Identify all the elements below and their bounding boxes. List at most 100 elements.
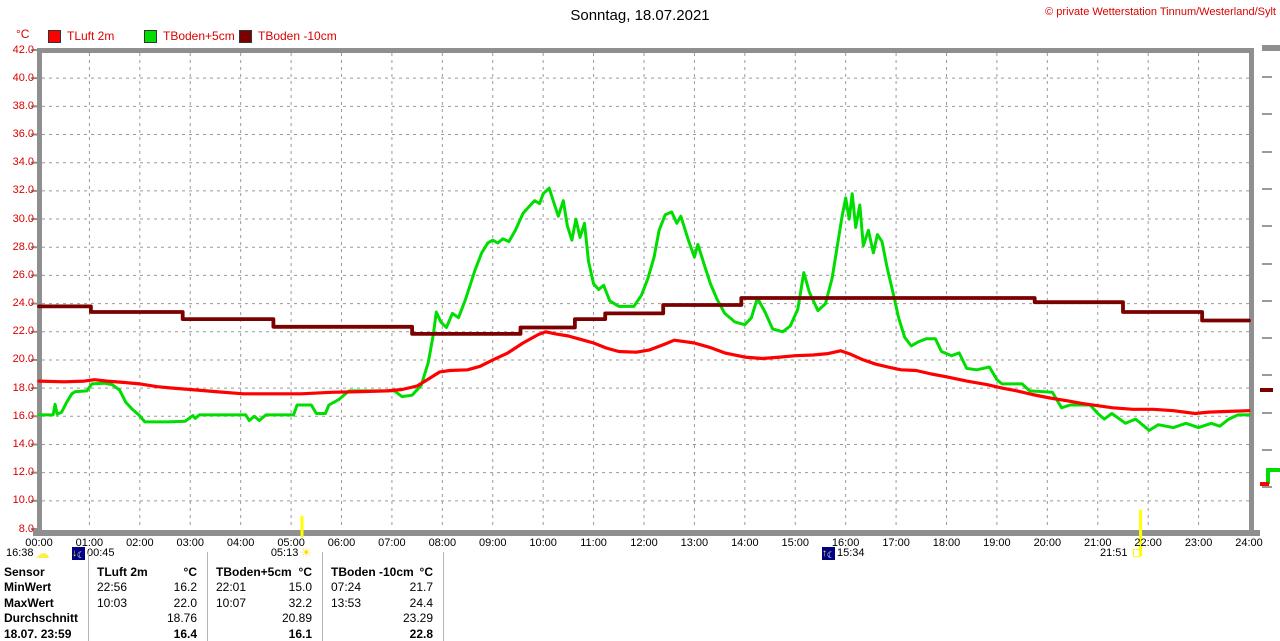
x-tick-label: 14:00 xyxy=(731,537,759,549)
next-chart-tluft-mark xyxy=(1260,482,1269,486)
x-tick-label: 19:00 xyxy=(983,537,1011,549)
x-tick-label: 16:00 xyxy=(831,537,860,549)
y-tick-label: 24.0 xyxy=(12,297,34,310)
cloud-icon: ☁ xyxy=(35,545,50,561)
table-separator-2 xyxy=(207,552,208,641)
y-tick-label: 16.0 xyxy=(12,409,34,422)
next-chart-top-border xyxy=(1262,45,1280,51)
x-tick-label: 21:00 xyxy=(1083,537,1112,549)
x-tick-label: 17:00 xyxy=(882,537,910,549)
legend-item-tboden5: TBoden+5cm xyxy=(144,29,235,43)
x-tick-label: 23:00 xyxy=(1184,537,1213,549)
summary-table: Sensor TLuft 2m °C TBoden+5cm °C TBoden … xyxy=(0,564,444,641)
annotation-cloud: 16:38 ☁ xyxy=(6,546,50,560)
y-tick-label: 32.0 xyxy=(12,184,34,197)
next-chart-tick xyxy=(1262,188,1272,190)
sunset-time-label: 21:51 xyxy=(1100,547,1128,559)
legend-item-tboden10: TBoden -10cm xyxy=(239,29,337,43)
x-tick-label: 08:00 xyxy=(428,537,457,549)
y-axis-unit: °C xyxy=(16,27,30,41)
annotation-sunrise: 05:13 ☀ xyxy=(254,546,312,560)
page-title: Sonntag, 18.07.2021 xyxy=(570,7,710,24)
legend-label-tboden10: TBoden -10cm xyxy=(258,29,337,43)
y-tick-label: 38.0 xyxy=(12,99,34,112)
x-tick-label: 24:00 xyxy=(1235,537,1263,549)
table-row-durchschnitt: Durchschnitt 18.76 20.89 23.29 xyxy=(4,611,433,626)
next-chart-tboden5-mark xyxy=(1266,468,1280,472)
legend-item-tluft: TLuft 2m xyxy=(48,29,114,43)
next-chart-tick xyxy=(1262,263,1272,265)
legend-swatch-tboden10-icon xyxy=(239,29,252,43)
table-separator-3 xyxy=(322,552,323,641)
x-tick-label: 20:00 xyxy=(1033,537,1062,549)
table-row-maxwert: MaxWert 10:03 22.0 10:07 32.2 13:53 24.4 xyxy=(4,595,433,610)
legend-label-tboden5: TBoden+5cm xyxy=(163,29,235,43)
next-chart-tick xyxy=(1262,374,1272,376)
annotation-moonrise: ↑ ☾ 15:34 xyxy=(822,546,865,560)
legend-label-tluft: TLuft 2m xyxy=(67,29,115,43)
col-header-tluft: TLuft 2m °C xyxy=(97,564,197,579)
x-tick-label: 12:00 xyxy=(630,537,658,549)
cloud-time-label: 16:38 xyxy=(6,547,34,559)
y-tick-label: 8.0 xyxy=(18,522,34,535)
y-tick-label: 22.0 xyxy=(12,325,34,338)
x-tick-label: 09:00 xyxy=(478,537,507,549)
next-chart-tick xyxy=(1262,225,1272,227)
x-tick-label: 18:00 xyxy=(932,537,961,549)
next-chart-tick xyxy=(1262,300,1272,302)
x-tick-label: 10:00 xyxy=(529,537,557,549)
x-tick-label: 06:00 xyxy=(327,537,356,549)
legend-swatch-tboden5-icon xyxy=(144,29,157,43)
col-header-tboden10: TBoden -10cm °C xyxy=(331,564,433,579)
sunrise-time-label: 05:13 xyxy=(270,547,299,559)
sunset-marker-icon xyxy=(1132,549,1141,557)
x-tick-label: 15:00 xyxy=(781,537,810,549)
next-chart-tick xyxy=(1262,113,1272,115)
annotation-sunset: 21:51 xyxy=(1100,546,1141,560)
moonset-time-label: 00:45 xyxy=(87,547,115,559)
temperature-chart xyxy=(31,48,1260,556)
y-tick-label: 18.0 xyxy=(12,381,34,394)
y-tick-label: 40.0 xyxy=(12,71,34,84)
x-tick-label: 04:00 xyxy=(226,537,255,549)
col-header-sensor: Sensor xyxy=(4,564,45,579)
next-chart-tboden5-mark-drop xyxy=(1266,468,1270,484)
moonset-icon: ↓ ☾ xyxy=(72,546,85,560)
y-tick-label: 36.0 xyxy=(12,128,34,141)
x-tick-label: 07:00 xyxy=(378,537,406,549)
y-tick-label: 10.0 xyxy=(12,494,34,507)
next-chart-tick xyxy=(1262,412,1272,414)
copyright: © private Wetterstation Tinnum/Westerlan… xyxy=(1045,6,1276,18)
x-tick-label: 03:00 xyxy=(176,537,205,549)
moonrise-icon: ↑ ☾ xyxy=(822,546,835,560)
table-separator-1 xyxy=(88,552,89,641)
table-header-row: Sensor TLuft 2m °C TBoden+5cm °C TBoden … xyxy=(0,564,444,580)
y-tick-label: 34.0 xyxy=(12,156,34,169)
table-row-minwert: MinWert 22:56 16.2 22:01 15.0 07:24 21.7 xyxy=(4,580,433,595)
next-chart-tick xyxy=(1262,449,1272,451)
y-tick-label: 42.0 xyxy=(12,43,34,56)
table-separator-4 xyxy=(443,552,444,641)
annotation-moonset: ↓ ☾ 00:45 xyxy=(72,546,115,560)
y-tick-label: 30.0 xyxy=(12,212,34,225)
moonrise-time-label: 15:34 xyxy=(837,547,865,559)
next-chart-tick xyxy=(1262,151,1272,153)
next-chart-tick xyxy=(1262,486,1272,488)
y-tick-label: 28.0 xyxy=(12,240,34,253)
legend-swatch-tluft-icon xyxy=(48,29,61,43)
x-tick-label: 05:00 xyxy=(277,537,305,549)
x-tick-label: 22:00 xyxy=(1134,537,1162,549)
y-tick-label: 26.0 xyxy=(12,268,34,281)
x-tick-label: 13:00 xyxy=(680,537,709,549)
sun-icon: ☀ xyxy=(300,545,312,560)
x-tick-label: 00:00 xyxy=(25,537,53,549)
y-tick-label: 20.0 xyxy=(12,353,34,366)
next-chart-tick xyxy=(1262,76,1272,78)
next-chart-tboden10-mark xyxy=(1260,388,1273,392)
col-header-tboden5: TBoden+5cm °C xyxy=(216,564,312,579)
x-tick-label: 01:00 xyxy=(75,537,104,549)
x-tick-label: 02:00 xyxy=(126,537,154,549)
y-tick-label: 14.0 xyxy=(12,437,34,450)
next-chart-tick xyxy=(1262,337,1272,339)
